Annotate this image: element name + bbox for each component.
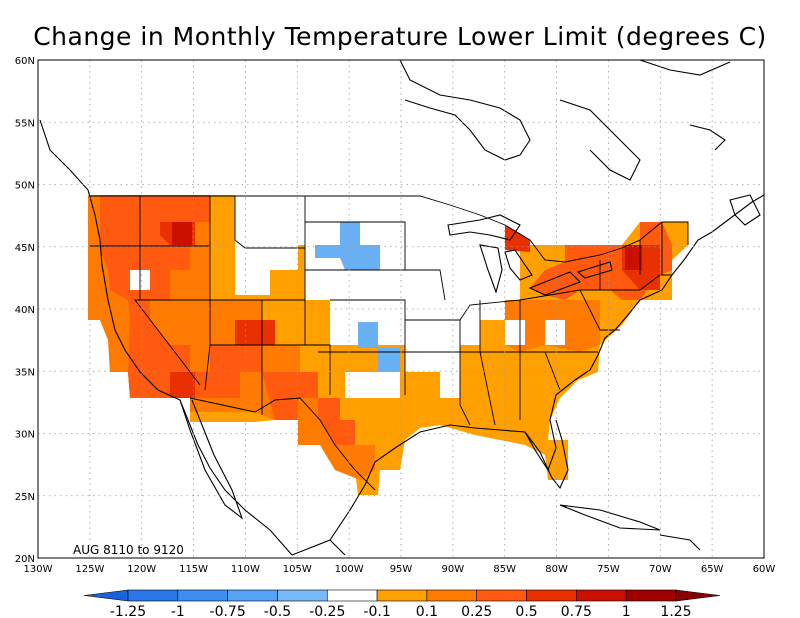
period-annotation: AUG 8110 to 9120 [73,543,184,557]
colorbar-tick-label: -1 [171,604,185,618]
anomaly-region-neg2 [315,222,380,270]
anomaly-region-pos5 [625,245,642,270]
colorbar-swatch [277,589,328,602]
longitude-tick-label: 130W [24,564,53,575]
colorbar-swatch [127,589,179,602]
colorbar-tick-label: -0.25 [309,604,345,618]
latitude-tick-label: 30N [15,430,35,441]
longitude-tick-label: 120W [127,564,156,575]
colorbar-tick-label: 0.75 [561,604,592,618]
longitude-tick-label: 100W [335,564,364,575]
latitude-tick-label: 20N [15,554,35,565]
political-borders [90,195,689,491]
latitude-tick-label: 55N [15,118,35,129]
anomaly-region-white [345,372,400,398]
colorbar-tick-label: 1 [622,604,631,618]
longitude-tick-label: 85W [493,564,516,575]
colorbar-swatch [227,589,278,602]
anomaly-region-neg2 [378,348,400,372]
latitude-labels: 20N 25N 30N 35N 40N 45N 50N 55N 60N [15,56,35,565]
anomaly-region-pos2 [298,398,318,420]
map-title: Change in Monthly Temperature Lower Limi… [33,22,767,51]
colorbar-swatch [476,589,527,602]
colorbar-labels: -1.25 -1 -0.75 -0.5 -0.25 -0.1 0.1 0.25 0.5 0.75 1… [110,604,692,618]
colorbar-tick-label: -1.25 [110,604,146,618]
longitude-tick-label: 95W [390,564,413,575]
colorbar-swatch [576,589,627,602]
longitude-tick-label: 65W [701,564,724,575]
anomaly-shading [88,195,688,495]
colorbar-swatch [177,589,228,602]
colorbar-tick-label: 1.25 [660,604,691,618]
colorbar-tick-label: 0.25 [461,604,492,618]
anomaly-region-white [460,270,480,300]
longitude-tick-label: 105W [283,564,312,575]
anomaly-region-pos5 [172,222,192,245]
colorbar-tick-label: 0.1 [416,604,438,618]
map-frame [37,59,765,559]
longitude-tick-label: 60W [753,564,776,575]
longitude-tick-label: 125W [75,564,104,575]
longitude-tick-label: 80W [545,564,568,575]
latitude-tick-label: 35N [15,367,35,378]
longitude-tick-label: 115W [179,564,208,575]
anomaly-region-neg2 [358,322,378,348]
colorbar-tick-label: 0.5 [515,604,537,618]
coastlines [39,59,765,556]
anomaly-region-white [235,245,298,295]
anomaly-region-pos4 [505,225,530,252]
latitude-tick-label: 50N [15,181,35,192]
colorbar-tick-label: -0.75 [210,604,246,618]
colorbar-tick-label: -0.5 [264,604,291,618]
latitude-tick-label: 25N [15,492,35,503]
colorbar-swatch [326,589,378,602]
colorbar [83,589,721,602]
colorbar-tick-label: -0.1 [363,604,390,618]
latitude-tick-label: 60N [15,56,35,67]
colorbar-swatch [526,589,577,602]
latitude-tick-label: 40N [15,305,35,316]
longitude-tick-label: 110W [231,564,260,575]
anomaly-region-white [505,320,525,345]
colorbar-swatch [675,589,721,602]
longitude-tick-label: 70W [649,564,672,575]
graticule [38,60,764,558]
anomaly-region-white [545,320,565,345]
anomaly-region-pos4 [170,372,195,398]
colorbar-swatch [83,589,129,602]
longitude-labels: 130W 125W 120W 115W 110W 105W 100W 95W 90W 85W 80W… [24,564,776,575]
colorbar-swatch [376,589,428,602]
longitude-tick-label: 75W [597,564,620,575]
anomaly-region-pos4 [235,320,275,345]
colorbar-swatch [426,589,478,602]
longitude-tick-label: 90W [442,564,465,575]
colorbar-swatch [625,589,677,602]
latitude-tick-label: 45N [15,243,35,254]
